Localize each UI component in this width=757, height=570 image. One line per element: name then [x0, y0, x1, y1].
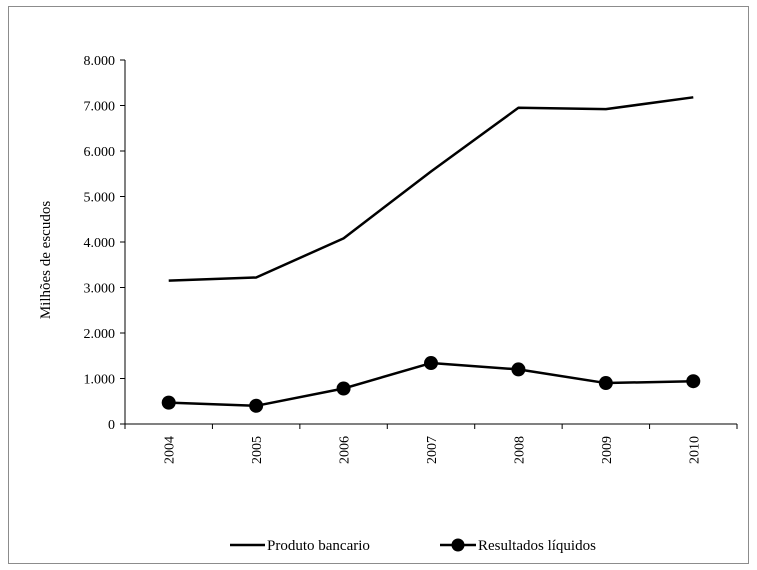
data-point: [598, 376, 613, 391]
y-axis: 0 1.000 2.000 3.000 4.000 5.000 6.000 7.000 8.00…: [84, 54, 126, 433]
x-axis: 2004 2005 2006 2007 2008 2009 2010: [124, 423, 738, 464]
series-line-produto-bancario: [168, 96, 694, 282]
series-resultados-l-quidos: [161, 356, 701, 413]
series-produto-bancario: [168, 96, 694, 282]
data-point: [511, 362, 526, 377]
data-point: [686, 374, 701, 389]
y-tick-label: 3.000: [84, 282, 116, 297]
y-tick-label: 8.000: [84, 54, 116, 69]
x-tick-label: 2007: [425, 436, 440, 464]
y-ticks: 0 1.000 2.000 3.000 4.000 5.000 6.000 7.000 8.00…: [84, 54, 125, 433]
legend-label-produto-bancario: Produto bancario: [267, 538, 370, 554]
x-tick-label: 2008: [512, 436, 527, 464]
legend-marker-resultados-liquidos: [451, 538, 465, 552]
y-tick-label: 6.000: [84, 145, 116, 160]
y-axis-label: Milhões de escudos: [38, 201, 54, 319]
x-tick-label: 2004: [163, 436, 178, 464]
legend-item-produto-bancario: Produto bancario: [230, 538, 370, 554]
x-tick-label: 2010: [687, 436, 702, 464]
legend: Produto bancario Resultados líquidos: [230, 538, 596, 554]
legend-label-resultados-liquidos: Resultados líquidos: [478, 538, 596, 554]
x-ticks: 2004 2005 2006 2007 2008 2009 2010: [124, 424, 738, 464]
x-tick-label: 2009: [600, 436, 615, 464]
y-tick-label: 1.000: [84, 373, 116, 388]
data-point: [424, 356, 438, 371]
x-tick-label: 2005: [250, 436, 265, 464]
data-point: [249, 398, 264, 413]
y-tick-label: 5.000: [84, 191, 116, 206]
y-tick-label: 0: [108, 418, 115, 433]
series-layer: [161, 96, 701, 413]
data-point: [336, 381, 351, 396]
legend-item-resultados-liquidos: Resultados líquidos: [440, 538, 596, 554]
x-tick-label: 2006: [338, 436, 353, 464]
y-tick-label: 4.000: [84, 236, 116, 251]
y-tick-label: 2.000: [84, 327, 116, 342]
chart-frame: [8, 6, 749, 564]
data-point: [161, 395, 176, 410]
y-tick-label: 7.000: [84, 100, 116, 115]
